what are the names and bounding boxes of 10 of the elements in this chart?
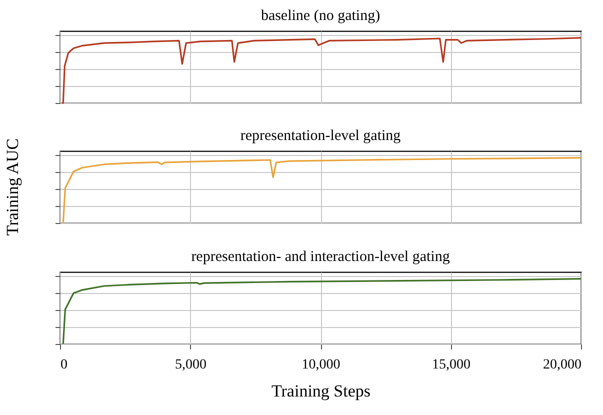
y-axis-title: Training AUC (3, 138, 22, 236)
chart-title: representation-level gating (240, 128, 402, 144)
x-tick-label: 15,000 (432, 358, 470, 372)
chart-title: baseline (no gating) (260, 8, 380, 24)
chart-title: representation- and interaction-level gating (191, 249, 450, 265)
x-tick-label: 20,000 (543, 358, 582, 372)
x-tick-label: 5,000 (175, 358, 206, 372)
x-axis-title: Training Steps (271, 382, 371, 400)
x-tick-label: 0 (60, 358, 68, 372)
x-tick-label: 10,000 (302, 358, 340, 372)
